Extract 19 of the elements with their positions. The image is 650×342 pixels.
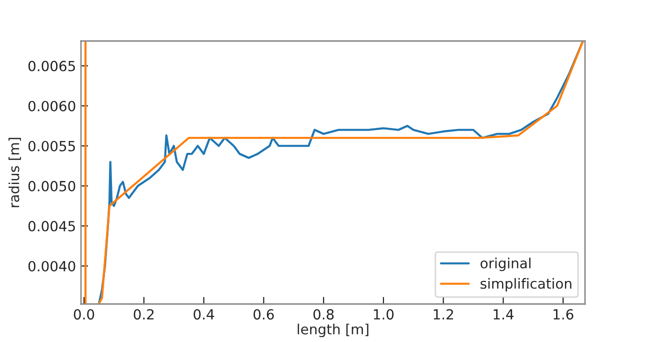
x-tick-label: 0.0 <box>74 309 94 320</box>
y-tick-label: 0.0065 <box>28 60 75 72</box>
y-tick-label: 0.0045 <box>28 220 75 232</box>
y-tick-label: 0.0050 <box>28 180 76 192</box>
x-axis-title: length [m] <box>298 324 368 338</box>
legend-label: simplification <box>480 278 572 292</box>
x-tick-label: 0.8 <box>313 309 334 320</box>
y-tick-label: 0.0055 <box>28 140 75 152</box>
x-tick-label: 0.6 <box>254 309 274 320</box>
x-tick-label: 1.0 <box>374 309 394 320</box>
y-axis-title: radius [m] <box>8 138 21 208</box>
x-tick-label: 0.4 <box>194 309 214 320</box>
x-tick-label: 1.6 <box>554 309 574 320</box>
x-tick-label: 1.4 <box>494 309 514 320</box>
y-tick-label: 0.0060 <box>28 100 76 112</box>
x-tick-label: 0.2 <box>134 309 154 320</box>
y-tick-label: 0.0040 <box>28 260 76 272</box>
legend-label: original <box>480 258 530 272</box>
x-tick-label: 1.2 <box>434 309 454 320</box>
